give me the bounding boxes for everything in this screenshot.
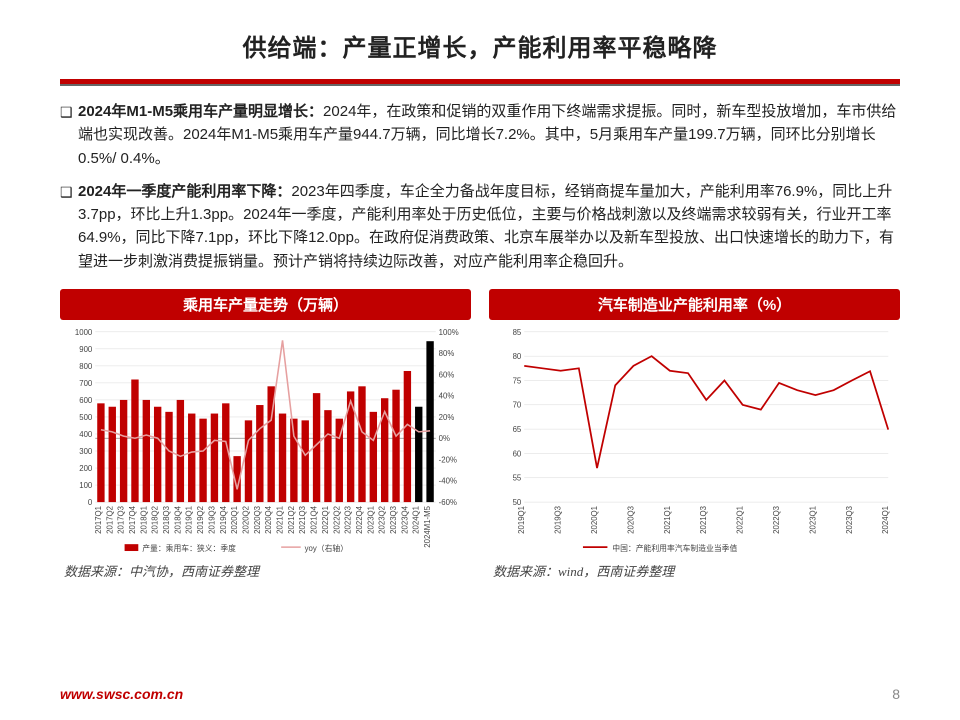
chart1-svg: 0 100 200 300 400 500 600 700 800 900 1000 -60% -40%…: [60, 324, 471, 559]
title-area: 供给端：产量正增长，产能利用率平稳略降: [0, 0, 960, 69]
chart1-title: 乘用车产量走势（万辆）: [60, 289, 471, 320]
svg-text:2023Q1: 2023Q1: [366, 506, 375, 534]
svg-text:900: 900: [79, 345, 93, 354]
svg-text:2023Q4: 2023Q4: [400, 505, 409, 533]
svg-text:中国：产能利用率汽车制造业当季值: 中国：产能利用率汽车制造业当季值: [612, 543, 737, 553]
svg-text:2020Q3: 2020Q3: [253, 506, 262, 534]
svg-text:2024M1-M5: 2024M1-M5: [423, 505, 432, 547]
svg-text:2017Q2: 2017Q2: [105, 506, 114, 534]
chart1-source: 数据来源：中汽协，西南证券整理: [60, 559, 471, 580]
bullet-marker-icon: ❑: [60, 100, 78, 124]
svg-text:2018Q1: 2018Q1: [139, 506, 148, 534]
bullet-2-bold: 2024年一季度产能利用率下降：: [78, 183, 291, 200]
svg-text:500: 500: [79, 413, 93, 422]
svg-text:2022Q3: 2022Q3: [344, 506, 353, 534]
svg-text:2021Q4: 2021Q4: [310, 505, 319, 533]
chart2-source: 数据来源：wind，西南证券整理: [489, 559, 900, 580]
svg-text:2020Q4: 2020Q4: [264, 505, 273, 533]
svg-text:2020Q1: 2020Q1: [590, 506, 599, 534]
svg-text:yoy（右轴）: yoy（右轴）: [305, 543, 348, 553]
bullet-marker-icon: ❑: [60, 180, 78, 204]
svg-text:2021Q3: 2021Q3: [699, 506, 708, 534]
svg-text:-20%: -20%: [439, 455, 457, 464]
svg-text:2023Q3: 2023Q3: [389, 506, 398, 534]
svg-text:2024Q1: 2024Q1: [881, 506, 890, 534]
svg-text:2020Q1: 2020Q1: [230, 506, 239, 534]
svg-text:2018Q2: 2018Q2: [151, 506, 160, 534]
chart1-block: 乘用车产量走势（万辆） 0 100 200 300 400 500 600 700 800 900…: [60, 289, 471, 580]
bullet-1-bold: 2024年M1-M5乘用车产量明显增长：: [78, 103, 323, 120]
svg-text:400: 400: [79, 430, 93, 439]
charts-row: 乘用车产量走势（万辆） 0 100 200 300 400 500 600 700 800 900…: [0, 283, 960, 580]
svg-text:2022Q4: 2022Q4: [355, 505, 364, 533]
svg-text:65: 65: [513, 425, 522, 434]
svg-text:0: 0: [88, 498, 93, 507]
svg-text:2023Q1: 2023Q1: [808, 506, 817, 534]
svg-text:2017Q1: 2017Q1: [94, 506, 103, 534]
svg-text:2019Q2: 2019Q2: [196, 506, 205, 534]
svg-text:20%: 20%: [439, 413, 455, 422]
svg-text:2017Q3: 2017Q3: [117, 506, 126, 534]
svg-text:60: 60: [513, 449, 522, 458]
svg-text:2020Q3: 2020Q3: [626, 506, 635, 534]
body-text: ❑ 2024年M1-M5乘用车产量明显增长：2024年，在政策和促销的双重作用下…: [0, 86, 960, 273]
svg-text:2020Q2: 2020Q2: [241, 506, 250, 534]
chart2-title: 汽车制造业产能利用率（%）: [489, 289, 900, 320]
chart2-block: 汽车制造业产能利用率（%） 50 55 60 65 70 75 80 85 2019Q1 2019…: [489, 289, 900, 580]
svg-text:800: 800: [79, 362, 93, 371]
svg-text:80%: 80%: [439, 349, 455, 358]
svg-text:-60%: -60%: [439, 498, 457, 507]
footer-url: www.swsc.com.cn: [60, 686, 183, 702]
svg-text:80: 80: [513, 352, 522, 361]
svg-text:-40%: -40%: [439, 476, 457, 485]
svg-text:2019Q1: 2019Q1: [517, 506, 526, 534]
page-title: 供给端：产量正增长，产能利用率平稳略降: [60, 28, 900, 63]
svg-text:0%: 0%: [439, 434, 450, 443]
svg-text:70: 70: [513, 400, 522, 409]
chart2-svg: 50 55 60 65 70 75 80 85 2019Q1 2019Q3 2020Q1 2020Q3…: [489, 324, 900, 559]
svg-text:200: 200: [79, 464, 93, 473]
svg-text:2018Q4: 2018Q4: [173, 505, 182, 533]
svg-text:75: 75: [513, 376, 522, 385]
page-number: 8: [892, 686, 900, 702]
svg-text:2022Q3: 2022Q3: [772, 506, 781, 534]
svg-text:55: 55: [513, 473, 522, 482]
svg-text:2023Q3: 2023Q3: [845, 506, 854, 534]
bullet-1: ❑ 2024年M1-M5乘用车产量明显增长：2024年，在政策和促销的双重作用下…: [60, 100, 900, 170]
svg-text:2019Q3: 2019Q3: [207, 506, 216, 534]
svg-text:2024Q1: 2024Q1: [412, 506, 421, 534]
svg-text:2021Q1: 2021Q1: [276, 506, 285, 534]
svg-text:2018Q3: 2018Q3: [162, 506, 171, 534]
svg-text:50: 50: [513, 498, 522, 507]
svg-text:60%: 60%: [439, 370, 455, 379]
bullet-1-text: 2024年M1-M5乘用车产量明显增长：2024年，在政策和促销的双重作用下终端…: [78, 100, 900, 170]
footer: www.swsc.com.cn 8: [60, 686, 900, 702]
svg-text:2021Q2: 2021Q2: [287, 506, 296, 534]
svg-text:2021Q1: 2021Q1: [663, 506, 672, 534]
bullet-2: ❑ 2024年一季度产能利用率下降：2023年四季度，车企全力备战年度目标，经销…: [60, 180, 900, 273]
bullet-2-text: 2024年一季度产能利用率下降：2023年四季度，车企全力备战年度目标，经销商提…: [78, 180, 900, 273]
svg-text:85: 85: [513, 328, 522, 337]
svg-text:2023Q2: 2023Q2: [378, 506, 387, 534]
svg-text:700: 700: [79, 379, 93, 388]
svg-text:2022Q1: 2022Q1: [736, 506, 745, 534]
svg-text:100%: 100%: [439, 328, 459, 337]
svg-text:2017Q4: 2017Q4: [128, 505, 137, 533]
svg-text:100: 100: [79, 481, 93, 490]
svg-text:2022Q2: 2022Q2: [332, 506, 341, 534]
svg-text:2021Q3: 2021Q3: [298, 506, 307, 534]
svg-text:产量：乘用车：狭义：季度: 产量：乘用车：狭义：季度: [142, 543, 236, 553]
svg-text:2019Q3: 2019Q3: [554, 506, 563, 534]
svg-text:600: 600: [79, 396, 93, 405]
slide-page: 供给端：产量正增长，产能利用率平稳略降 ❑ 2024年M1-M5乘用车产量明显增…: [0, 0, 960, 720]
svg-text:2019Q1: 2019Q1: [185, 506, 194, 534]
svg-text:2022Q1: 2022Q1: [321, 506, 330, 534]
svg-text:300: 300: [79, 447, 93, 456]
svg-text:2019Q4: 2019Q4: [219, 505, 228, 533]
svg-text:1000: 1000: [75, 328, 93, 337]
svg-text:40%: 40%: [439, 391, 455, 400]
